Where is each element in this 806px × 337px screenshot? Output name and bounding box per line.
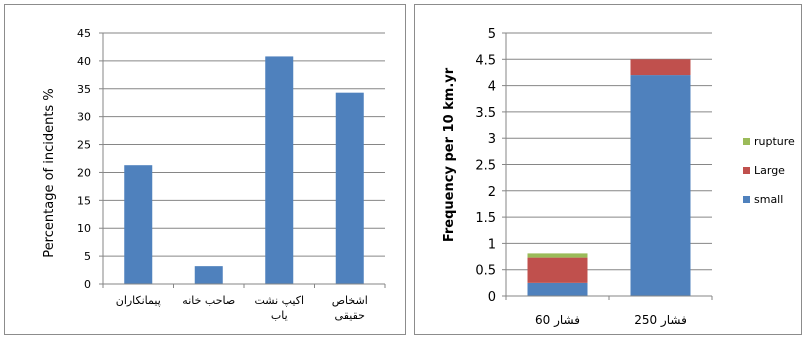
bar-segment-large	[630, 59, 691, 76]
x-tick-label: فشار 250	[634, 313, 687, 328]
y-tick-label: 5	[84, 250, 91, 263]
y-tick-label: 3.5	[475, 106, 496, 121]
y-tick-label: 15	[77, 194, 91, 207]
x-tick-label: پیمانکاران	[116, 294, 161, 307]
bar	[335, 92, 364, 284]
y-tick-label: 40	[77, 55, 91, 68]
x-tick-label: صاحب خانه	[182, 294, 235, 307]
y-tick-label: 0	[488, 290, 496, 305]
x-tick-label: حقیقی	[335, 309, 365, 322]
y-tick-label: 2.5	[475, 159, 496, 174]
y-tick-label: 5	[488, 27, 496, 42]
incidents-bar-chart: 0 5 10 15 20 25 30 35 40 45 پیمانکاران صاحب خانه اک…	[42, 27, 386, 322]
y-tick-label: 25	[77, 139, 91, 152]
legend-swatch-small	[743, 196, 750, 203]
legend-swatch-large	[743, 167, 750, 174]
legend-label-small: small	[754, 193, 783, 206]
y-tick-label: 4.5	[475, 53, 496, 68]
legend-label-rupture: rupture	[754, 135, 795, 148]
y-tick-label: 3	[488, 132, 496, 147]
frequency-stacked-bar-chart: 0 0.5 1 1.5 2 2.5 3 3.5 4 4.5 5 فشار 60 فشار 250 ru…	[442, 27, 795, 328]
y-tick-label: 1	[488, 237, 496, 252]
y-tick-label: 0.5	[475, 264, 496, 279]
left-chart-panel: 0 5 10 15 20 25 30 35 40 45 پیمانکاران صاحب خانه اک…	[4, 4, 406, 335]
y-tick-label: 20	[77, 166, 91, 179]
bar-segment-large	[527, 257, 588, 283]
bar	[265, 56, 294, 284]
legend-swatch-rupture	[743, 138, 750, 145]
y-tick-label: 45	[77, 27, 91, 40]
x-tick-label: اشخاص	[332, 294, 368, 307]
bar	[124, 165, 153, 284]
y-tick-label: 2	[488, 185, 496, 200]
legend-label-large: Large	[754, 164, 785, 177]
bar-segment-small	[527, 282, 588, 296]
y-tick-label: 0	[84, 278, 91, 291]
bar	[194, 266, 223, 284]
y-tick-label: 10	[77, 222, 91, 235]
bar-segment-rupture	[527, 253, 588, 258]
right-chart-panel: 0 0.5 1 1.5 2 2.5 3 3.5 4 4.5 5 فشار 60 فشار 250 ru…	[414, 4, 802, 335]
bar-segment-small	[630, 75, 691, 296]
y-axis-label: Frequency per 10 km.yr	[442, 67, 457, 242]
y-tick-label: 1.5	[475, 211, 496, 226]
x-tick-label: یاب	[271, 309, 288, 322]
y-tick-label: 4	[488, 80, 496, 95]
x-tick-label: اکیپ نشت	[254, 294, 304, 307]
x-tick-label: فشار 60	[535, 313, 580, 328]
y-tick-label: 35	[77, 83, 91, 96]
y-axis-label: Percentage of incidents %	[42, 88, 57, 257]
y-tick-label: 30	[77, 111, 91, 124]
